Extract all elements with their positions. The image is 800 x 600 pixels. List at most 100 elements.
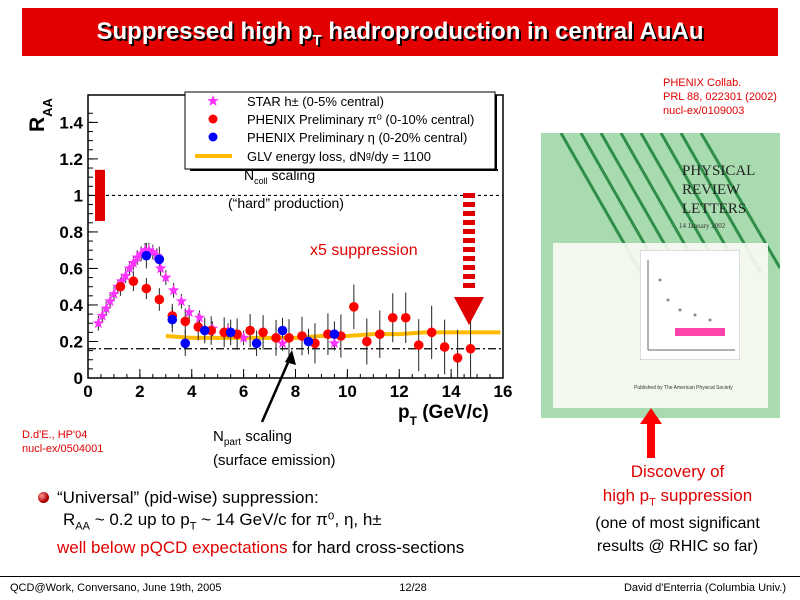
footer-divider xyxy=(0,576,800,577)
x-tick-label: 12 xyxy=(390,382,409,401)
legend-star-marker xyxy=(207,95,219,106)
legend-eta-marker xyxy=(208,132,218,142)
suppression-arrow-dash xyxy=(463,202,475,207)
bullet-text: “Universal” (pid-wise) suppression: RAA … xyxy=(57,487,464,559)
phenix-pi0-point xyxy=(426,327,437,338)
prl-cover-title: PHYSICAL REVIEW LETTERS xyxy=(682,162,755,219)
phenix-eta-point xyxy=(154,254,165,265)
star-hpm-point xyxy=(183,306,195,318)
ncoll-rest: scaling xyxy=(267,167,316,183)
discovery-high-pt: high p xyxy=(602,486,650,505)
phenix-pi0-point xyxy=(387,312,398,323)
star-hpm-point xyxy=(104,295,116,307)
star-hpm-point xyxy=(160,271,172,283)
discovery-rest: suppression xyxy=(655,486,753,505)
author-ref-line: nucl-ex/0504001 xyxy=(22,443,104,455)
discovery-line: Discovery of xyxy=(630,462,725,481)
phenix-pi0-point xyxy=(180,316,191,327)
star-hpm-point xyxy=(119,269,132,281)
suppression-arrow-dash xyxy=(463,274,475,279)
legend-entry: GLV energy loss, dNᵍ/dy = 1100 xyxy=(247,149,431,164)
discovery-line: high pT suppression xyxy=(565,484,790,514)
phenix-pi0-point xyxy=(349,301,359,312)
significance-line: results @ RHIC so far) xyxy=(596,538,759,555)
ncoll-sub: coll xyxy=(254,175,268,186)
phenix-pi0-point xyxy=(362,336,372,347)
x-tick-label: 8 xyxy=(291,382,300,401)
reference-line: PHENIX Collab. xyxy=(663,77,742,89)
phenix-pi0-point xyxy=(115,281,126,292)
x-tick-label: 0 xyxy=(83,382,92,401)
slide-title-subscript: T xyxy=(312,31,322,49)
prl-title-line: REVIEW xyxy=(682,182,741,198)
y-tick-label: 1.4 xyxy=(59,113,83,132)
discovery-label: Discovery of high pT suppression xyxy=(565,460,790,514)
y-tick-label: 0.2 xyxy=(59,332,83,351)
phenix-eta-point xyxy=(251,338,262,349)
star-hpm-point xyxy=(123,262,136,274)
x-tick-label: 16 xyxy=(494,382,513,401)
phenix-pi0-point xyxy=(284,333,294,343)
bullet-raa-sub: AA xyxy=(75,520,90,533)
prl-title-line: PHYSICAL xyxy=(682,163,756,179)
star-hpm-point xyxy=(127,257,140,268)
bullet-icon xyxy=(38,492,49,503)
star-hpm-point xyxy=(276,337,289,349)
star-hpm-point xyxy=(92,317,105,329)
bullet-raa: R xyxy=(63,510,76,529)
legend-entry: PHENIX Preliminary η (0-20% central) xyxy=(247,130,467,145)
prl-title-line: LETTERS xyxy=(682,201,747,217)
suppression-arrow-head xyxy=(454,297,484,325)
reference-line: nucl-ex/0109003 xyxy=(663,105,745,117)
legend-entry: PHENIX Preliminary π⁰ (0-10% central) xyxy=(247,112,474,127)
suppression-arrow-dash xyxy=(463,229,475,234)
phenix-pi0-point xyxy=(413,340,424,350)
y-tick-label: 0 xyxy=(74,369,83,388)
bullet-pt-sub: T xyxy=(189,520,197,533)
suppression-arrow-dash xyxy=(463,247,475,252)
npart-n: N xyxy=(213,428,224,445)
hard-production-label: (“hard” production) xyxy=(228,195,344,211)
phenix-eta-point xyxy=(199,325,210,336)
suppression-arrow-dash xyxy=(463,193,475,198)
star-hpm-point xyxy=(147,246,159,257)
bullet-hard: for hard cross-sections xyxy=(287,538,465,558)
suppression-arrow-dash xyxy=(463,238,475,243)
npart-pointer-line xyxy=(260,357,292,423)
phenix-pi0-point xyxy=(452,353,463,363)
phenix-eta-point xyxy=(329,329,340,339)
x-tick-label: 6 xyxy=(239,382,248,401)
ncoll-n: N xyxy=(244,167,255,183)
suppression-arrow-dash xyxy=(463,220,475,225)
star-hpm-point xyxy=(131,251,143,263)
x-tick-label: 10 xyxy=(338,382,357,401)
suppression-arrow-dash xyxy=(463,211,475,216)
footer-event: QCD@Work, Conversano, June 19th, 2005 xyxy=(10,582,222,594)
phenix-eta-point xyxy=(277,325,288,336)
y-tick-label: 1.2 xyxy=(59,150,83,169)
slide-title-rest: hadroproduction in central AuAu xyxy=(321,18,704,45)
suppression-arrow-dash xyxy=(463,283,475,288)
normalization-error-bar xyxy=(95,169,105,221)
legend-box xyxy=(184,91,496,170)
discovery-sub: T xyxy=(649,496,656,509)
phenix-eta-point xyxy=(180,338,191,349)
reference-line: PRL 88, 022301 (2002) xyxy=(663,91,777,103)
suppression-label: x5 suppression xyxy=(310,242,418,259)
phenix-pi0-point xyxy=(154,294,165,305)
phenix-pi0-point xyxy=(400,312,411,323)
phenix-eta-point xyxy=(225,327,236,338)
npart-scaling-label: Npart scaling xyxy=(213,428,292,448)
x-tick-label: 2 xyxy=(135,382,144,401)
phenix-pi0-point xyxy=(465,343,476,354)
slide-title-text: Suppressed high p xyxy=(96,18,313,45)
phenix-pi0-point xyxy=(258,327,268,338)
npart-sub: part xyxy=(223,437,242,448)
star-hpm-point xyxy=(167,284,180,296)
phenix-pi0-point xyxy=(374,329,385,339)
star-hpm-point xyxy=(328,337,341,349)
slide-number: 12/28 xyxy=(399,582,427,594)
star-hpm-point xyxy=(151,249,163,261)
phenix-pi0-point xyxy=(245,325,255,336)
phenix-eta-point xyxy=(303,336,314,347)
